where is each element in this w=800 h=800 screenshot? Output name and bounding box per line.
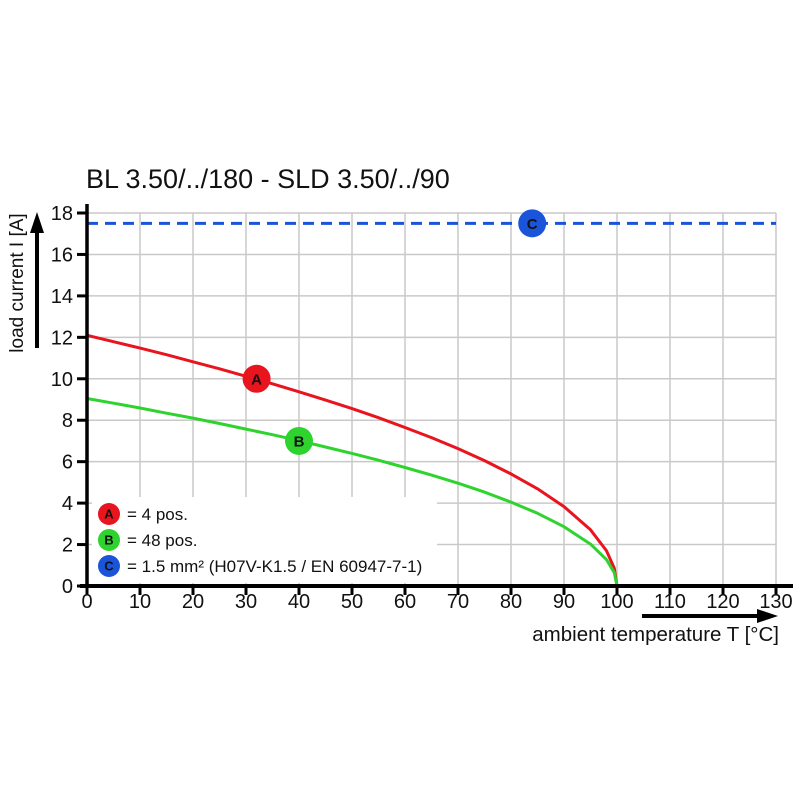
legend-item-C: C = 1.5 mm² (H07V-K1.5 / EN 60947-7-1) [98,555,422,577]
y-axis-arrow-icon [30,212,44,348]
y-arrow-head [30,212,44,233]
y-tick-label: 12 [51,327,73,349]
x-tick-label: 60 [394,591,416,613]
y-tick-label: 2 [62,535,73,557]
legend: A = 4 pos. B = 48 pos. C = 1.5 mm² (H07V-K1.5… [92,497,437,583]
legend-A-circle [98,503,120,525]
legend-C-circle [98,555,120,577]
x-axis-label: ambient temperature T [°C] [532,623,779,646]
legend-C-letter: C [104,559,114,574]
x-tick-label: 90 [553,591,575,613]
x-tick-label: 50 [341,591,363,613]
legend-item-A: A = 4 pos. [98,503,188,525]
y-tick-label: 0 [62,576,73,598]
marker-B: B [285,426,313,455]
y-tick-label: 14 [51,286,73,308]
legend-A-letter: A [104,507,114,522]
axes-layer [80,204,793,588]
marker-B-circle [285,426,313,455]
marker-B-letter: B [294,433,305,450]
y-tick-label: 6 [62,452,73,474]
marker-C-letter: C [527,216,538,233]
x-tick-label: 70 [447,591,469,613]
x-arrow-head [757,609,778,623]
x-tick-label: 30 [235,591,257,613]
marker-A-letter: A [251,371,262,388]
y-tick-label: 18 [51,203,73,225]
tick-layer [77,211,778,595]
marker-C-circle [518,209,547,238]
legend-B-letter: B [104,533,113,548]
series-B-curve [86,397,619,587]
legend-B-label: = 48 pos. [127,531,197,550]
y-axis-label: load current I [A] [7,213,28,352]
chart-title: BL 3.50/../180 - SLD 3.50/../90 [86,164,450,194]
x-tick-label: 80 [500,591,522,613]
y-tick-label: 4 [62,493,73,515]
y-tick-label: 16 [51,244,73,266]
series-layer [86,221,776,587]
x-tick-label: 40 [288,591,310,613]
x-tick-label: 120 [706,591,739,613]
y-tick-label: 10 [51,369,73,391]
legend-background [92,497,437,583]
x-tick-label: 110 [654,591,686,613]
y-tick-label: 8 [62,410,73,432]
tick-label-layer: 0 2 4 6 8 10 12 14 16 18 0 10 20 30 40 50 60 70 80 90 100 110… [51,203,793,613]
legend-A-label: = 4 pos. [127,505,188,524]
legend-C-label: = 1.5 mm² (H07V-K1.5 / EN 60947-7-1) [127,557,422,576]
x-tick-label: 0 [81,591,92,613]
marker-layer: A B C [242,209,547,455]
x-axis-arrow-icon [642,609,778,623]
x-tick-label: 10 [129,591,151,613]
x-tick-label: 130 [759,591,792,613]
marker-C: C [518,209,547,238]
marker-A-circle [242,364,271,393]
legend-item-B: B = 48 pos. [98,529,197,551]
x-tick-label: 20 [182,591,204,613]
legend-B-circle [98,529,120,551]
x-tick-label: 100 [600,591,633,613]
series-A-curve [86,333,619,587]
marker-A: A [242,364,271,393]
